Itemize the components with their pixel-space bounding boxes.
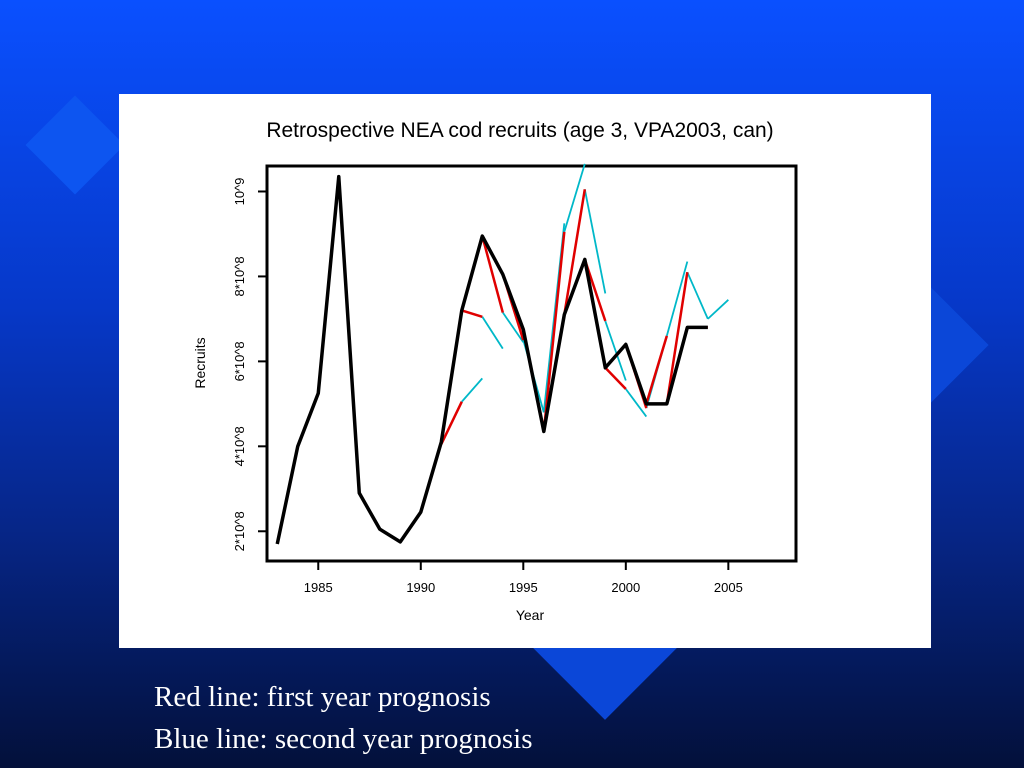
second-year-segment (604, 320, 627, 381)
chart-title: Retrospective NEA cod recruits (age 3, V… (266, 119, 773, 142)
x-axis-label: Year (516, 607, 545, 623)
first-year-segment (542, 231, 566, 432)
x-axis: 1985 1990 1995 2000 2005 (304, 561, 743, 595)
first-year-segment (461, 309, 483, 318)
x-tick-label: 1995 (509, 580, 538, 595)
y-tick-label: 10^9 (232, 178, 247, 206)
second-year-segment (481, 316, 504, 350)
caption-first-year: Red line: first year prognosis (154, 681, 491, 713)
y-tick-label: 6*10^8 (232, 341, 247, 381)
first-year-segment (604, 366, 627, 390)
second-year-segment (461, 377, 483, 403)
vpa-line (275, 174, 708, 545)
x-tick-label: 2000 (611, 580, 640, 595)
recruits-chart: Retrospective NEA cod recruits (age 3, V… (192, 119, 798, 623)
second-year-segment (502, 312, 525, 343)
y-axis-label: Recruits (192, 337, 208, 388)
y-tick-label: 2*10^8 (232, 511, 247, 551)
second-year-segment (583, 189, 607, 294)
second-year-segment (686, 271, 709, 320)
second-year-segment (625, 388, 648, 418)
first-year-segment (481, 235, 505, 313)
first-year-segment (440, 401, 463, 445)
first-year-segment (665, 271, 689, 405)
second-year-segment (563, 163, 586, 233)
first-year-segment (563, 189, 587, 315)
y-tick-label: 8*10^8 (232, 256, 247, 296)
x-tick-label: 1985 (304, 580, 333, 595)
plot-frame (265, 164, 798, 563)
y-axis: 2*10^8 4*10^8 6*10^8 8*10^8 10^9 (232, 178, 267, 551)
chart-panel: Retrospective NEA cod recruits (age 3, V… (119, 94, 931, 648)
second-year-segment (665, 261, 689, 337)
second-year-segment (707, 299, 729, 320)
x-tick-label: 1990 (406, 580, 435, 595)
caption-second-year: Blue line: second year prognosis (154, 723, 533, 755)
first-year-segment (645, 335, 669, 405)
x-tick-label: 2005 (714, 580, 743, 595)
series-layer (275, 163, 729, 545)
y-tick-label: 4*10^8 (232, 426, 247, 466)
decorative-diamond (25, 95, 125, 195)
